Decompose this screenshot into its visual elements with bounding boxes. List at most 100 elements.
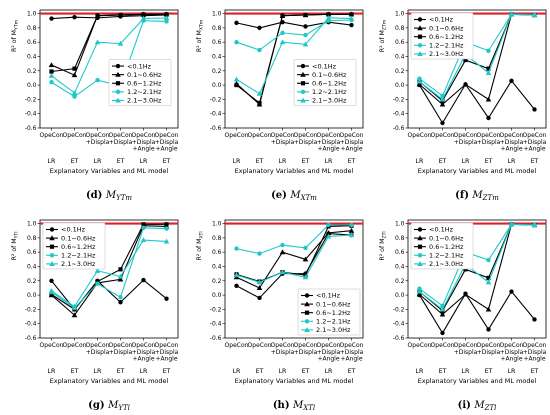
series-line — [419, 290, 535, 335]
legend-entry: 1.2~2.1Hz — [429, 252, 464, 260]
legend: <0.1Hz0.1~0.6Hz0.6~1.2Hz1.2~2.1Hz2.1~3.0… — [293, 59, 357, 106]
legend-entry: 0.1~0.6Hz — [316, 300, 351, 308]
y-tick-label: 0.4 — [212, 263, 222, 270]
panel-f: -0.6 -0.4 -0.2 0.0 0.2 0.4 0.6 0.8 1.0 OpeCon LR Op… — [379, 9, 547, 202]
data-point — [325, 230, 332, 235]
data-point — [303, 32, 308, 38]
data-point — [280, 242, 285, 248]
data-point — [257, 47, 262, 53]
data-point — [163, 238, 170, 244]
x-tick-label: OpeCon — [155, 132, 179, 139]
legend-entry: 2.1~3.0Hz — [429, 50, 464, 58]
panel-d: -0.6 -0.4 -0.2 0.0 0.2 0.4 0.6 0.8 1.0 OpeCon LR Op… — [11, 9, 179, 202]
data-point — [279, 269, 286, 275]
x-axis-label: Explanatory Variables and ML model — [418, 167, 537, 175]
data-point — [117, 273, 124, 279]
legend-marker — [304, 301, 310, 307]
model-label: ET — [256, 158, 264, 165]
data-point — [233, 76, 240, 82]
legend-marker — [115, 97, 121, 103]
legend-entry: 2.1~3.0Hz — [429, 260, 464, 268]
data-point — [485, 279, 492, 285]
x-tick-label: OpeCon — [271, 342, 295, 349]
x-tick-label: OpeCon — [431, 132, 455, 139]
y-tick-label: 0.8 — [27, 235, 37, 242]
legend-entry: 2.1~3.0Hz — [316, 326, 351, 334]
data-point — [141, 225, 146, 231]
data-point — [49, 16, 54, 21]
y-tick-label: 1.0 — [212, 221, 222, 228]
data-point — [48, 288, 55, 293]
legend-entry: <0.1Hz — [429, 16, 454, 24]
data-point — [462, 81, 469, 87]
y-tick-label: 0.4 — [212, 53, 222, 60]
legend-box — [410, 222, 474, 270]
data-point — [140, 237, 147, 243]
data-point — [416, 291, 423, 297]
model-label: LR — [462, 158, 471, 165]
plot-frame — [224, 219, 364, 339]
y-tick-label: -0.4 — [25, 111, 37, 118]
model-label: ET — [439, 368, 447, 375]
x-tick-label: OpeCon — [109, 342, 133, 349]
legend-marker — [49, 227, 55, 232]
plot-frame — [224, 9, 364, 129]
x-tick-label: +Displa — [477, 139, 501, 146]
x-tick-label: +Displa — [523, 349, 547, 356]
legend-entry: 2.1~3.0Hz — [127, 97, 162, 105]
y-tick-label: 0.8 — [395, 25, 405, 32]
data-point — [326, 222, 331, 228]
legend-entry: <0.1Hz — [316, 292, 341, 300]
x-tick-label: +Displa — [294, 139, 318, 146]
legend-marker — [304, 319, 310, 324]
series-0 — [417, 78, 537, 126]
x-tick-label: +Angle — [500, 146, 522, 153]
legend-marker — [115, 81, 121, 86]
data-point — [164, 226, 169, 231]
legend-entry: 0.1~0.6Hz — [127, 71, 162, 79]
data-point — [349, 12, 354, 17]
legend-box — [42, 222, 106, 270]
series-3 — [234, 222, 354, 256]
data-point — [325, 15, 332, 20]
x-tick-label: OpeCon — [477, 132, 501, 139]
x-tick-label: OpeCon — [86, 132, 110, 139]
series-line — [51, 14, 167, 20]
series-1 — [233, 227, 355, 291]
x-tick-label: OpeCon — [523, 132, 547, 139]
data-point — [486, 66, 491, 71]
y-tick-label: 0.6 — [27, 249, 37, 256]
series-line — [51, 239, 167, 308]
y-tick-label: 0.0 — [212, 82, 222, 89]
legend-entry: 0.1~0.6Hz — [312, 71, 347, 79]
panel-caption: (h) MXTl — [273, 400, 315, 412]
y-tick-label: 0.2 — [212, 68, 222, 75]
data-point — [118, 267, 123, 272]
legend-box — [297, 288, 361, 336]
x-tick-label: +Displa — [340, 139, 364, 146]
data-point — [164, 222, 169, 227]
x-tick-label: OpeCon — [523, 342, 547, 349]
series-0 — [49, 277, 169, 312]
y-tick-label: 0.4 — [27, 263, 37, 270]
series-0 — [417, 289, 537, 336]
data-point — [49, 80, 54, 85]
legend-marker — [300, 63, 306, 69]
y-tick-label: 0.8 — [395, 235, 405, 242]
data-point — [508, 11, 515, 17]
x-tick-label: +Angle — [523, 146, 545, 153]
x-tick-label: OpeCon — [225, 342, 249, 349]
data-point — [302, 256, 309, 262]
x-tick-label: OpeCon — [317, 342, 341, 349]
x-tick-label: OpeCon — [340, 132, 364, 139]
data-point — [416, 81, 423, 87]
data-point — [486, 327, 491, 332]
model-label: LR — [508, 368, 517, 375]
x-tick-label: +Angle — [340, 356, 362, 363]
data-point — [348, 15, 355, 21]
y-tick-label: 1.0 — [395, 11, 405, 18]
series-line — [51, 279, 167, 311]
data-point — [417, 286, 422, 291]
data-point — [486, 275, 491, 281]
legend-entry: <0.1Hz — [127, 62, 152, 70]
